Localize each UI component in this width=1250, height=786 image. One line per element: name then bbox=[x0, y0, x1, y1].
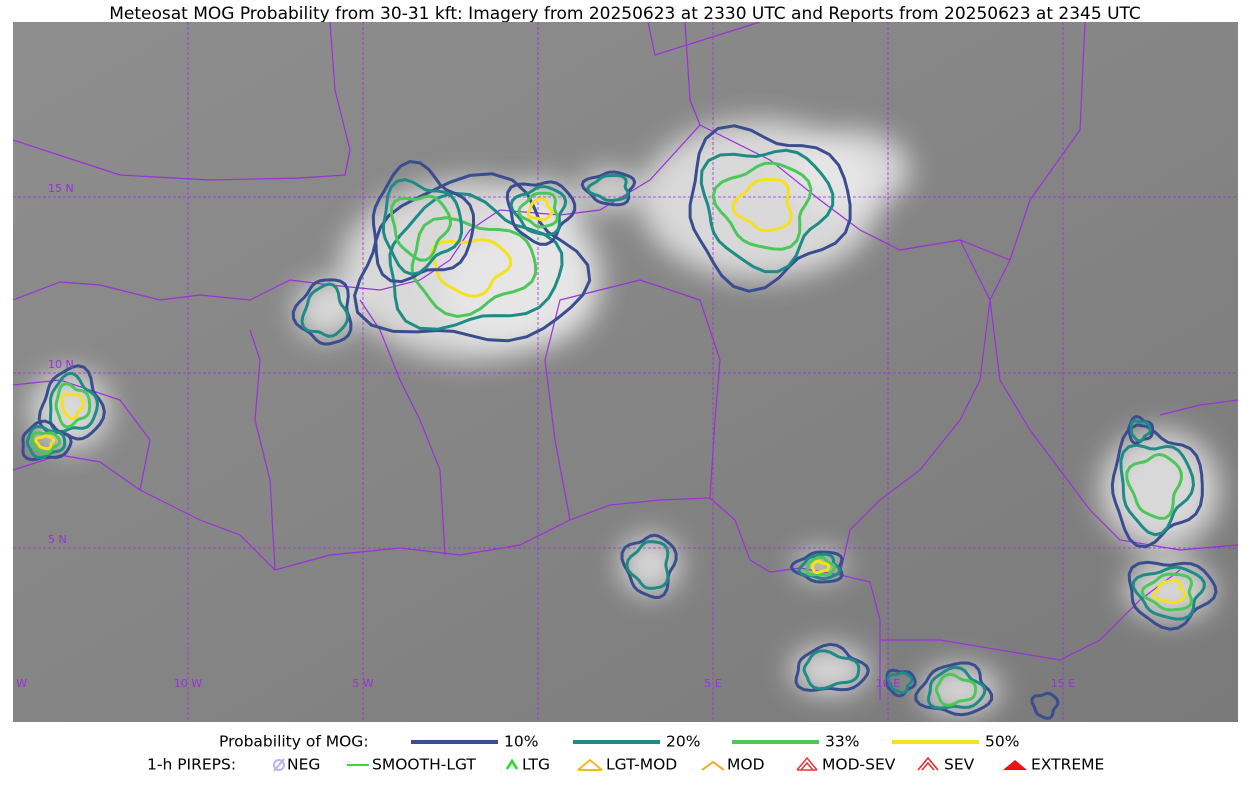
satellite-background bbox=[13, 22, 1238, 722]
contour bbox=[1129, 419, 1152, 443]
contour bbox=[797, 552, 842, 581]
pirep-label: MOD bbox=[727, 756, 765, 774]
pirep-icon bbox=[577, 758, 603, 771]
pirep-label: LGT-MOD bbox=[606, 756, 677, 774]
lon-label: 5 E bbox=[704, 677, 721, 690]
lon-label: 10 W bbox=[174, 677, 202, 690]
map: 15 N 10 N 5 N 15 W 10 W 5 W 5 E 10 E 15 E bbox=[0, 22, 1238, 722]
lat-label: 15 N bbox=[48, 182, 74, 195]
contour bbox=[1030, 691, 1060, 720]
pirep-label: MOD-SEV bbox=[822, 756, 896, 774]
contour bbox=[625, 540, 670, 590]
lat-label: 5 N bbox=[48, 533, 67, 546]
contour bbox=[389, 194, 452, 262]
contour bbox=[509, 185, 568, 237]
contour bbox=[21, 419, 73, 462]
contour bbox=[794, 642, 870, 693]
contour bbox=[789, 550, 844, 584]
contour bbox=[300, 282, 350, 338]
contour bbox=[810, 559, 831, 575]
title: Meteosat MOG Probability from 30-31 kft:… bbox=[109, 4, 1141, 24]
contour bbox=[291, 278, 353, 346]
contour bbox=[60, 392, 85, 421]
legend-title: Probability of MOG: bbox=[219, 733, 369, 751]
contour bbox=[1110, 423, 1204, 549]
pirep-icon bbox=[273, 758, 285, 772]
legend-label: 20% bbox=[666, 733, 700, 751]
pirep-label: NEG bbox=[287, 756, 320, 774]
contour bbox=[805, 555, 837, 577]
contour bbox=[37, 364, 106, 441]
pirep-legend: 1-h PIREPS: NEG SMOOTH-LGT LTG LGT-MOD MOD MO… bbox=[147, 756, 1104, 774]
contour bbox=[25, 425, 67, 460]
cloud bbox=[620, 535, 680, 595]
contour bbox=[934, 672, 978, 707]
pirep-icon bbox=[1003, 760, 1027, 770]
pirep-label: EXTREME bbox=[1031, 756, 1104, 774]
contour bbox=[30, 431, 62, 456]
contour bbox=[34, 434, 55, 451]
contour bbox=[382, 178, 463, 276]
pirep-label: SEV bbox=[944, 756, 975, 774]
lon-label: 10 E bbox=[876, 677, 900, 690]
pirep-icon bbox=[796, 756, 818, 771]
pirep-icon bbox=[505, 758, 519, 770]
contour bbox=[526, 197, 554, 222]
contour bbox=[54, 382, 92, 429]
contour bbox=[886, 671, 914, 695]
legend-label: 33% bbox=[825, 733, 859, 751]
contour bbox=[688, 124, 852, 293]
contour bbox=[731, 177, 793, 233]
contour bbox=[1119, 443, 1196, 537]
contour bbox=[699, 148, 835, 274]
contour bbox=[802, 649, 861, 691]
legend-label: 10% bbox=[504, 733, 538, 751]
contour bbox=[580, 170, 637, 207]
pirep-icon bbox=[917, 756, 939, 771]
contour bbox=[1131, 565, 1206, 621]
contour bbox=[586, 174, 630, 203]
contour bbox=[620, 533, 678, 600]
lon-label: 15 E bbox=[1051, 677, 1075, 690]
pirep-label: SMOOTH-LGT bbox=[372, 756, 476, 774]
pirep-label: LTG bbox=[522, 756, 550, 774]
legend-label: 50% bbox=[985, 733, 1019, 751]
contour bbox=[430, 238, 513, 298]
lat-label: 10 N bbox=[48, 358, 74, 371]
lon-label: 5 W bbox=[352, 677, 373, 690]
contour bbox=[371, 160, 476, 284]
contour bbox=[711, 161, 813, 251]
clouds bbox=[30, 120, 1220, 715]
pirep-title: 1-h PIREPS: bbox=[147, 756, 236, 774]
contour bbox=[926, 665, 987, 710]
graticule-labels: 15 N 10 N 5 N 15 W 10 W 5 W 5 E 10 E 15 E bbox=[0, 182, 1075, 690]
contour bbox=[1125, 452, 1183, 520]
mog-contours bbox=[21, 124, 1218, 720]
contour bbox=[517, 191, 559, 229]
contour bbox=[1152, 578, 1187, 605]
contour bbox=[48, 371, 100, 434]
contour bbox=[410, 216, 538, 319]
contour bbox=[1140, 572, 1194, 612]
legend: Probability of MOG: 10% 20% 33% 50% bbox=[219, 733, 1019, 751]
contour bbox=[505, 180, 577, 246]
contour bbox=[388, 191, 564, 331]
contour bbox=[914, 661, 994, 717]
lon-label: 15 W bbox=[0, 677, 27, 690]
pirep-icon bbox=[701, 760, 725, 771]
